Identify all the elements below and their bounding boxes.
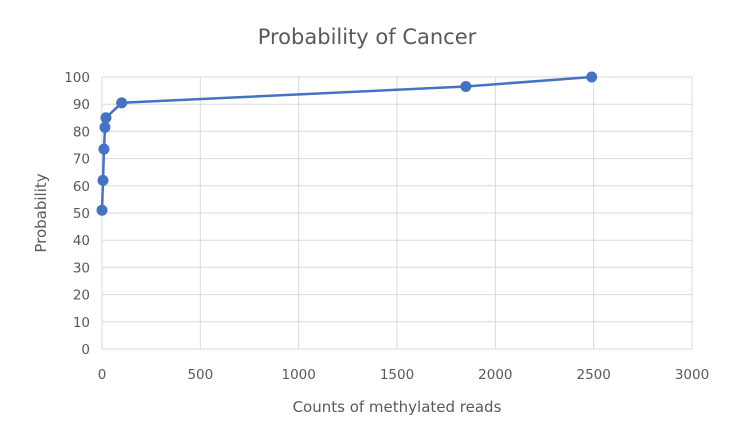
data-point [97, 174, 109, 186]
x-tick-label: 0 [98, 367, 107, 383]
x-tick-label: 1000 [281, 367, 315, 383]
data-point [586, 71, 598, 83]
y-tick-label: 0 [81, 342, 90, 358]
chart-title: Probability of Cancer [258, 25, 477, 49]
x-axis-ticks: 0 500 1000 1500 2000 2500 3000 [98, 367, 709, 383]
y-tick-label: 90 [73, 97, 90, 113]
x-tick-label: 2500 [576, 367, 610, 383]
y-tick-label: 30 [73, 260, 90, 276]
data-point [460, 81, 472, 93]
data-point [100, 112, 112, 124]
y-tick-label: 100 [64, 70, 90, 86]
y-tick-label: 40 [73, 233, 90, 249]
series-layer [96, 71, 598, 216]
y-tick-label: 20 [73, 288, 90, 304]
series-line [100, 75, 593, 212]
y-axis-title: Probability [32, 173, 50, 252]
x-tick-label: 1500 [380, 367, 414, 383]
x-axis-title: Counts of methylated reads [293, 398, 502, 416]
x-tick-label: 500 [187, 367, 213, 383]
gridlines [101, 76, 693, 350]
y-axis-ticks: 0 10 20 30 40 50 60 70 80 90 100 [64, 70, 90, 358]
y-tick-label: 10 [73, 315, 90, 331]
y-tick-label: 80 [73, 124, 90, 140]
data-point [116, 97, 128, 109]
y-tick-label: 70 [73, 152, 90, 168]
y-tick-label: 60 [73, 179, 90, 195]
x-tick-label: 2000 [478, 367, 512, 383]
y-tick-label: 50 [73, 206, 90, 222]
data-point [96, 204, 108, 216]
data-point [99, 121, 111, 133]
data-point [98, 143, 110, 155]
x-tick-label: 3000 [675, 367, 709, 383]
